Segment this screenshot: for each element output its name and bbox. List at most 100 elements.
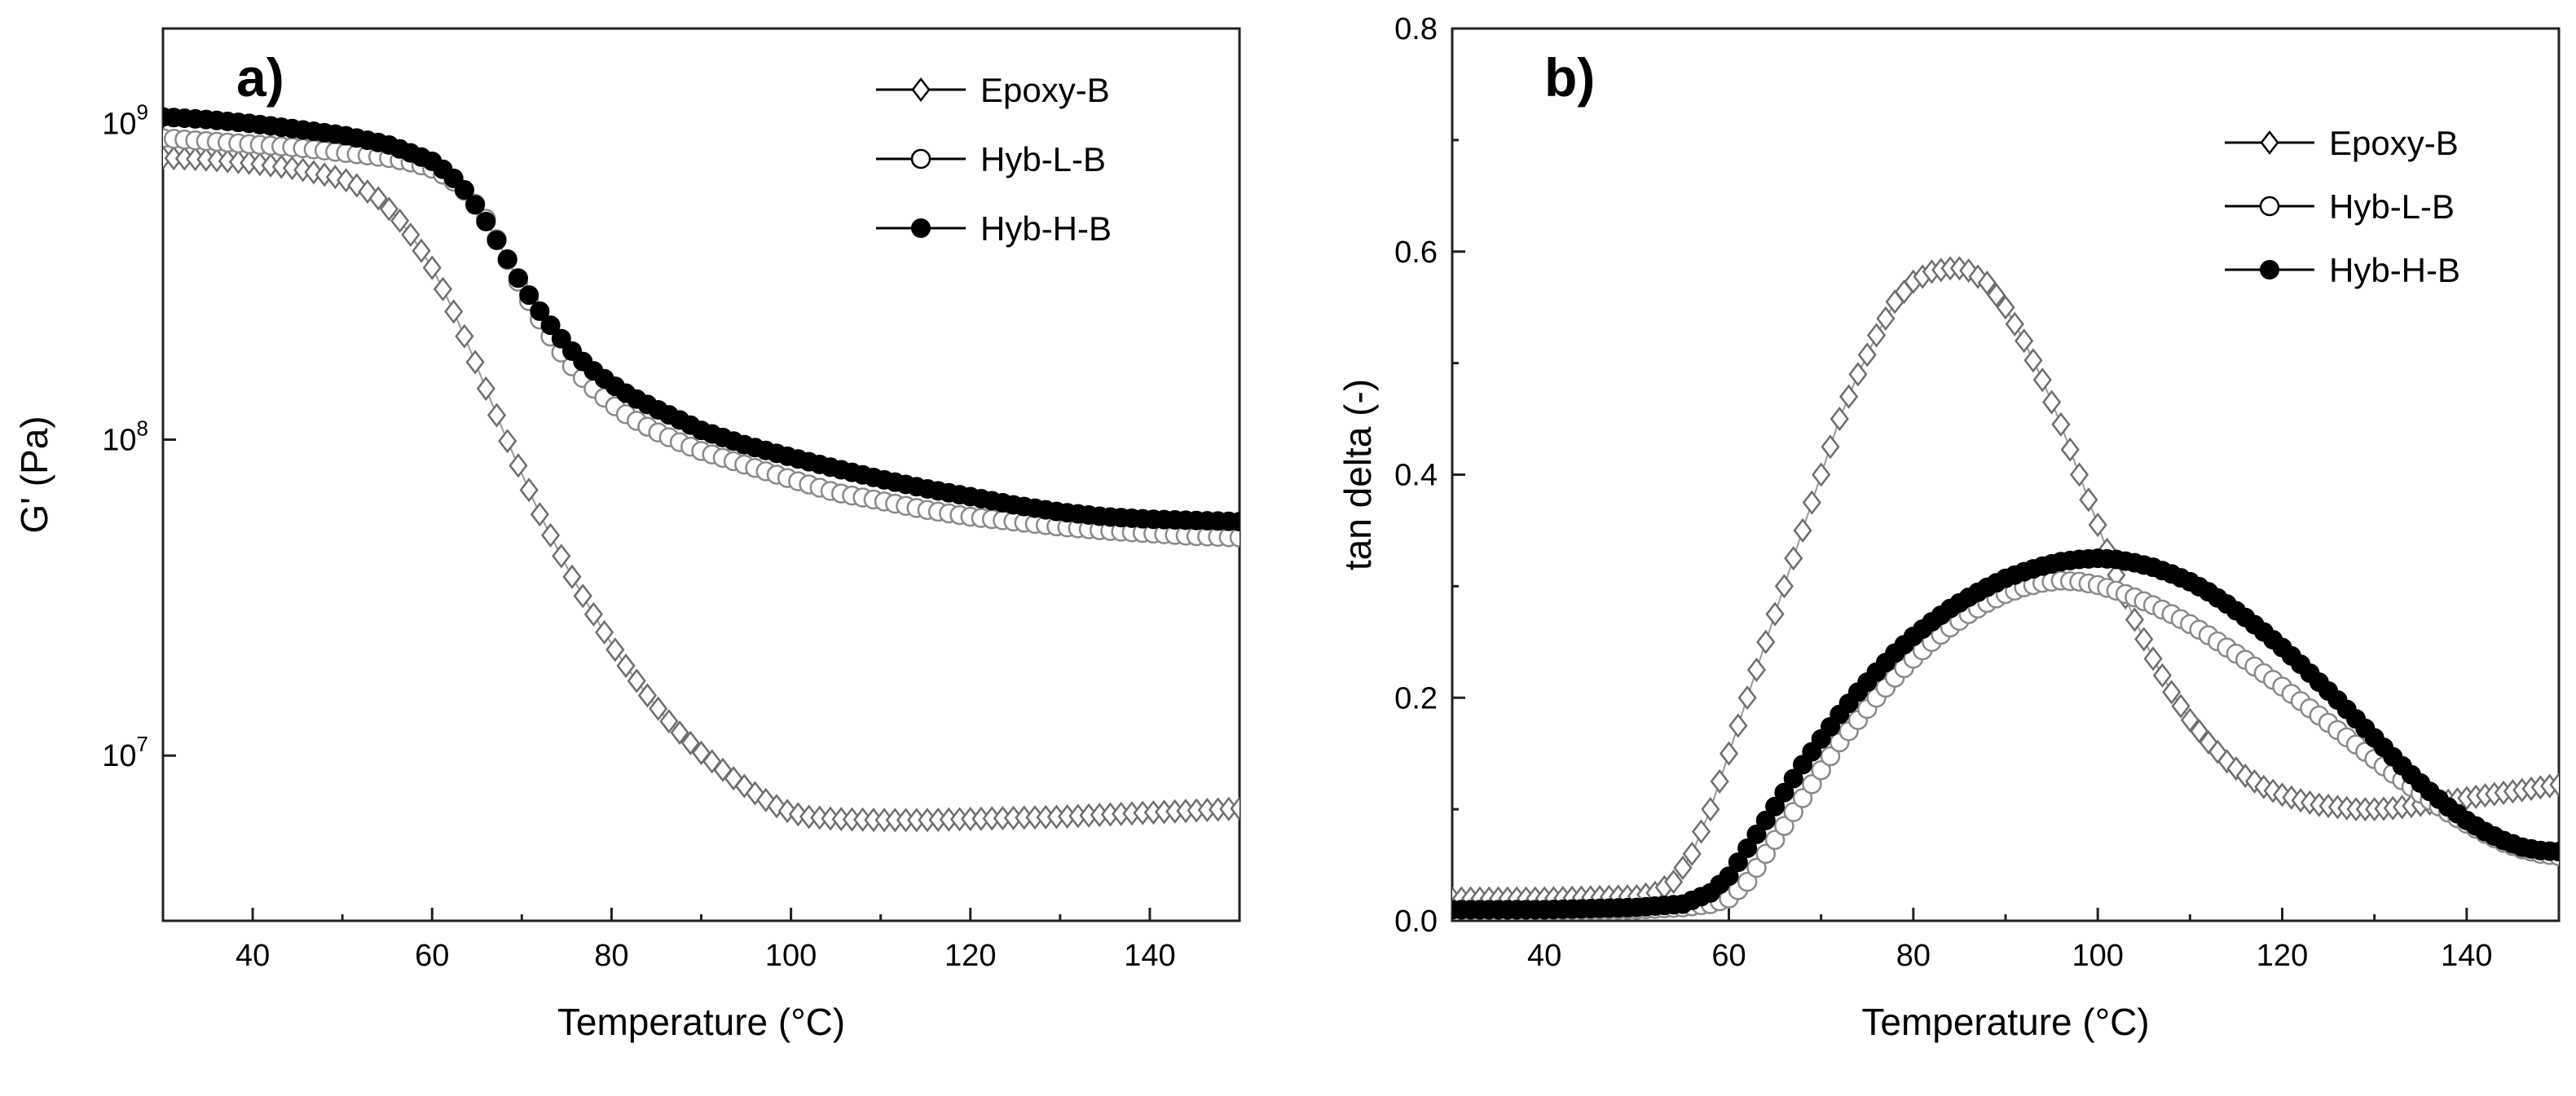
- panel-a-data-point: [465, 350, 485, 375]
- panel-a-data-point: [551, 328, 571, 349]
- panel-b-data-point: [1719, 741, 1739, 766]
- panel-a-x-tick-label: 140: [1124, 939, 1175, 973]
- panel-b-data-point: [2180, 707, 2200, 733]
- panel-a-data-point: [1230, 796, 1240, 821]
- panel-b-data-point: [1802, 774, 1822, 794]
- panel-b-data-point: [1691, 819, 1711, 844]
- panel-b-data-point: [1746, 857, 1767, 878]
- panel-b-data-point: [2069, 462, 2089, 487]
- panel-a-data-point: [616, 654, 636, 679]
- panel-b-data-point: [1774, 782, 1794, 803]
- panel-a-legend-marker: [911, 218, 931, 238]
- panel-b-y-tick-label: 0.4: [1394, 459, 1438, 493]
- panel-b-legend-marker: [2259, 196, 2280, 217]
- panel-a-x-tick-label: 40: [236, 939, 270, 973]
- panel-b-legend-marker: [2260, 130, 2279, 156]
- panel-a-data-point: [680, 730, 700, 755]
- panel-b-data-point: [1774, 816, 1794, 836]
- panel-b-data-point: [2088, 513, 2107, 538]
- panel-a-legend-marker: [910, 148, 931, 169]
- panel-b-data-point: [1728, 713, 1748, 738]
- panel-b-data-point: [1857, 342, 1877, 368]
- panel-b-data-point: [1664, 869, 1684, 895]
- panel-b-data-point: [1737, 685, 1757, 711]
- panel-a-data-point: [659, 709, 679, 734]
- panel-b-series-epoxy-b: [1452, 256, 2559, 911]
- panel-a-x-tick-label: 60: [415, 939, 449, 973]
- panel-b-y-tick-label: 0.2: [1394, 681, 1438, 715]
- panel-b-data-point: [1755, 843, 1777, 865]
- panel-b-y-tick-label: 0.0: [1394, 905, 1438, 939]
- panel-b-data-point: [2023, 348, 2043, 373]
- panel-a-legend: Epoxy-B Hyb-L-B Hyb-H-B: [876, 71, 1112, 248]
- panel-a-data-point: [627, 668, 646, 693]
- panel-a-data-point: [552, 544, 571, 569]
- panel-a-data-point: [487, 230, 507, 250]
- panel-b-data-point: [1987, 283, 2006, 308]
- panel-b-data-point: [1719, 866, 1739, 887]
- panel-b-x-tick-label: 120: [2257, 939, 2308, 973]
- panel-a-data-point: [1230, 512, 1240, 532]
- panel-b-data-point: [1821, 434, 1840, 460]
- panel-a-data-point: [540, 315, 561, 336]
- panel-b-data-point: [1812, 462, 1831, 487]
- panel-b-data-point: [1764, 830, 1786, 851]
- panel-a-data-point: [519, 285, 539, 306]
- panel-b-data-point: [1783, 768, 1803, 789]
- panel-b-legend-marker: [2260, 260, 2279, 280]
- panel-a-data-point: [519, 478, 539, 503]
- panel-a-data-point: [509, 453, 528, 478]
- panel-b-data-point: [1673, 855, 1693, 881]
- panel-b-data-point: [1848, 362, 1868, 387]
- panel-a-data-point: [368, 186, 388, 211]
- panel-a-storage-modulus: 40 60 80 100 120 140 107 108 109 Temperature (°C)…: [13, 27, 1241, 1043]
- panel-b-data-point: [1866, 323, 1887, 348]
- panel-a-legend-label: Hyb-L-B: [980, 140, 1106, 178]
- panel-b-data-point: [1755, 810, 1776, 830]
- panel-a-data-point: [476, 211, 496, 231]
- panel-a-data-point: [422, 255, 442, 280]
- panel-b-data-point: [2079, 487, 2098, 513]
- panel-a-data-point: [487, 403, 507, 428]
- panel-b-data-point: [2032, 368, 2052, 393]
- panel-b-y-tick-label: 0.6: [1394, 235, 1438, 270]
- panel-a-data-point: [595, 619, 614, 645]
- panel-b-data-point: [1793, 517, 1812, 543]
- panel-a-x-tick-label: 120: [945, 939, 996, 973]
- panel-b-legend: Epoxy-B Hyb-L-B Hyb-H-B: [2225, 124, 2460, 289]
- panel-b-data-point: [1839, 384, 1859, 409]
- panel-a-data-point: [508, 268, 528, 288]
- panel-a-data-point: [670, 720, 689, 746]
- panel-b-data-point: [1728, 852, 1748, 873]
- panel-a-y-tick-label: 109: [102, 100, 148, 142]
- panel-b-x-tick-label: 60: [1711, 939, 1746, 973]
- panel-b-data-point: [1876, 306, 1896, 331]
- panel-b-data-point: [2549, 772, 2559, 798]
- panel-a-data-point: [1229, 527, 1240, 548]
- panel-a-data-point: [390, 208, 410, 233]
- panel-a-data-point: [465, 195, 486, 215]
- panel-b-data-point: [2549, 842, 2559, 862]
- panel-b-data-point: [2051, 412, 2071, 437]
- panel-b-y-axis-title: tan delta (-): [1336, 379, 1379, 570]
- panel-b-data-point: [1811, 759, 1831, 781]
- panel-a-legend-label: Hyb-H-B: [980, 209, 1112, 248]
- panel-b-data-point: [1792, 788, 1813, 808]
- panel-a-data-point: [562, 564, 582, 589]
- panel-a-data-point: [530, 301, 550, 321]
- panel-b-x-tick-label: 80: [1896, 939, 1931, 973]
- panel-b-data-point: [1802, 490, 1821, 515]
- panel-a-data-point: [476, 376, 495, 401]
- panel-b-x-tick-label: 140: [2441, 939, 2492, 973]
- panel-b-legend-label: Hyb-H-B: [2329, 251, 2460, 289]
- panel-a-series-hyb-h-b: [163, 107, 1240, 532]
- panel-b-data-point: [1820, 746, 1841, 767]
- panel-b-data-point: [1996, 295, 2015, 320]
- panel-a-data-point: [540, 522, 561, 548]
- panel-a-data-point: [401, 222, 421, 248]
- panel-a-data-point: [455, 324, 474, 349]
- panel-b-data-point: [2171, 693, 2191, 719]
- panel-b-data-point: [1765, 601, 1785, 627]
